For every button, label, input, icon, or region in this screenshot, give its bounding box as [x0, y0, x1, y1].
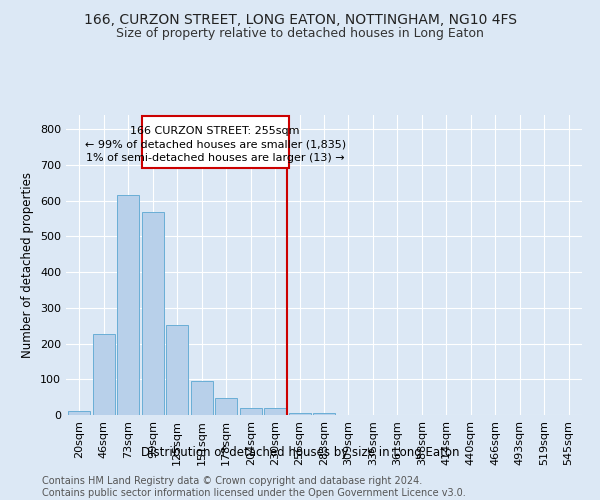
Bar	[289, 413, 311, 415]
Bar	[142, 116, 289, 168]
Bar	[191, 382, 213, 415]
Text: Contains HM Land Registry data © Crown copyright and database right 2024.
Contai: Contains HM Land Registry data © Crown c…	[42, 476, 466, 498]
Bar	[93, 334, 115, 415]
Bar	[264, 408, 286, 415]
Bar	[313, 413, 335, 415]
Bar	[118, 196, 139, 415]
Text: 166 CURZON STREET: 255sqm: 166 CURZON STREET: 255sqm	[130, 126, 300, 136]
Bar	[68, 412, 91, 415]
Bar	[142, 212, 164, 415]
Y-axis label: Number of detached properties: Number of detached properties	[22, 172, 34, 358]
Text: 1% of semi-detached houses are larger (13) →: 1% of semi-detached houses are larger (1…	[86, 153, 344, 163]
Text: 166, CURZON STREET, LONG EATON, NOTTINGHAM, NG10 4FS: 166, CURZON STREET, LONG EATON, NOTTINGH…	[83, 12, 517, 26]
Bar	[239, 408, 262, 415]
Text: Size of property relative to detached houses in Long Eaton: Size of property relative to detached ho…	[116, 28, 484, 40]
Bar	[166, 324, 188, 415]
Text: Distribution of detached houses by size in Long Eaton: Distribution of detached houses by size …	[141, 446, 459, 459]
Text: ← 99% of detached houses are smaller (1,835): ← 99% of detached houses are smaller (1,…	[85, 140, 346, 150]
Bar	[215, 398, 237, 415]
